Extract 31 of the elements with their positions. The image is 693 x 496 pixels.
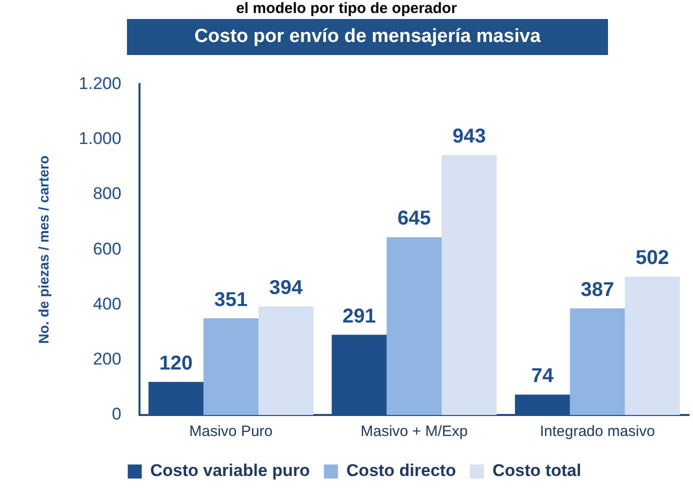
- chart-title: Costo por envío de mensajería masiva: [127, 19, 608, 55]
- data-label: 387: [580, 278, 614, 301]
- bar: [203, 318, 258, 415]
- bar: [386, 237, 442, 415]
- legend-label: Costo variable puro: [150, 461, 310, 480]
- bar: [442, 155, 497, 415]
- data-label: 943: [452, 126, 486, 148]
- bar: [570, 308, 625, 415]
- y-tick-label: 800: [92, 184, 122, 204]
- x-tick-label: Integrado masivo: [540, 423, 655, 440]
- data-label: 351: [214, 288, 248, 311]
- y-tick-label: 600: [92, 239, 122, 258]
- y-tick-label: 1.000: [78, 129, 122, 148]
- data-label: 120: [159, 352, 193, 374]
- legend-label: Costo total: [492, 461, 582, 480]
- y-tick-label: 1.200: [78, 74, 122, 93]
- data-label: 291: [342, 305, 376, 328]
- text: el modelo por tipo de operador: [235, 0, 458, 18]
- legend-label: Costo directo: [346, 461, 456, 480]
- y-axis-title: No. de piezas / mes / cartero: [35, 155, 52, 344]
- bar: [258, 306, 314, 415]
- x-tick-label: Masivo Puro: [189, 423, 273, 440]
- data-label: 645: [397, 208, 431, 230]
- y-tick-label: 0: [112, 404, 122, 424]
- bar: [624, 276, 680, 415]
- y-tick-label: 400: [92, 294, 122, 314]
- x-tick-label: Masivo + M/Exp: [360, 423, 468, 440]
- data-label: 74: [531, 365, 554, 388]
- data-label: 502: [636, 247, 670, 270]
- data-label: 394: [269, 276, 304, 299]
- y-tick-label: 200: [92, 350, 122, 369]
